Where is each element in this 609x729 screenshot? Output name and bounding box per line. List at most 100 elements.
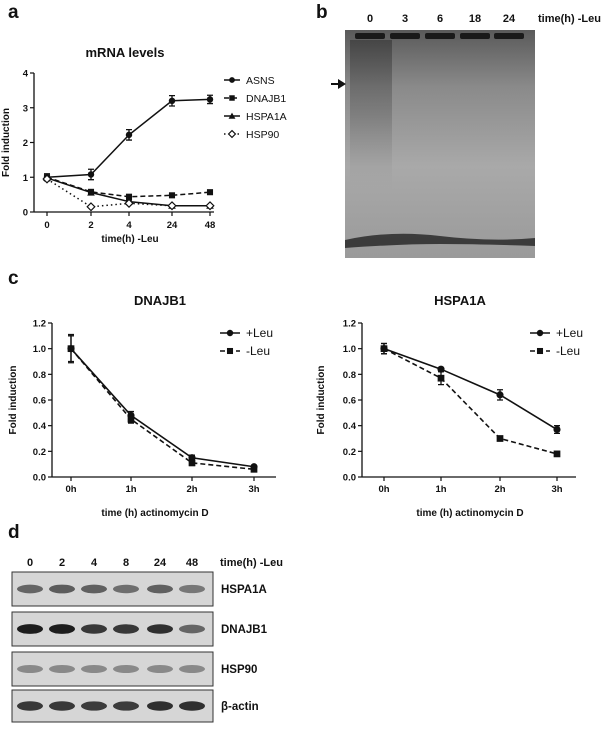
blot-row-label: HSP90 <box>221 664 257 676</box>
gel-well <box>460 33 490 39</box>
blot-band <box>49 664 75 674</box>
series-line <box>70 348 255 468</box>
data-point <box>205 201 215 211</box>
blot-band <box>179 584 205 594</box>
x-tick-label: 48 <box>205 220 216 231</box>
data-point <box>42 174 52 184</box>
gel-bottom-band <box>345 233 535 248</box>
y-axis-label: Fold induction <box>316 366 327 435</box>
blot-band <box>179 624 205 634</box>
blot-band <box>147 584 173 594</box>
blot-band <box>113 664 139 674</box>
data-point <box>553 425 561 434</box>
legend-marker <box>227 129 237 139</box>
x-tick-label: 4 <box>126 220 132 231</box>
gel-lane-label: 6 <box>437 13 443 25</box>
y-tick-label: 0.4 <box>343 421 357 432</box>
blot-band <box>17 664 43 674</box>
x-tick-label: 3h <box>248 484 259 495</box>
legend-label: DNAJB1 <box>246 93 286 105</box>
blot-lane-label: 0 <box>27 557 33 569</box>
legend-marker <box>536 329 544 337</box>
x-tick-label: 2 <box>88 220 93 231</box>
blot-lane-label: 2 <box>59 557 65 569</box>
x-tick-label: 24 <box>167 220 178 231</box>
data-point <box>67 345 75 353</box>
gel-well <box>425 33 455 39</box>
data-point <box>437 374 445 382</box>
data-point <box>87 171 95 178</box>
blot-row-0: HSPA1A <box>11 571 267 607</box>
legend-entry: +Leu <box>530 326 583 340</box>
blot-band <box>81 664 107 674</box>
blot-row-label: β-actin <box>221 701 259 713</box>
series-line <box>383 347 558 455</box>
blot-lane-label: 48 <box>186 557 198 569</box>
gel-lane-label: 24 <box>503 13 516 25</box>
y-tick-label: 1.0 <box>343 344 356 355</box>
y-tick-label: 1 <box>23 173 29 184</box>
x-axis-label: time (h) actinomycin D <box>416 508 523 519</box>
blot-row-label: DNAJB1 <box>221 624 268 636</box>
y-axis-label: Fold induction <box>8 366 19 435</box>
blot-row-label: HSPA1A <box>221 584 267 596</box>
gel-smear-lane-0 <box>350 40 392 190</box>
series-hsp90 <box>42 174 215 212</box>
data-point <box>496 435 504 442</box>
x-axis-label: time(h) -Leu <box>101 234 158 245</box>
blot-band <box>179 664 205 674</box>
y-tick-label: 2 <box>23 138 28 149</box>
data-point <box>125 131 133 139</box>
legend-marker <box>229 95 235 101</box>
chart-title: DNAJB1 <box>134 293 186 308</box>
legend-label: ASNS <box>246 75 275 87</box>
blot-row-1: DNAJB1 <box>11 611 268 647</box>
gel-time-label: time(h) -Leu <box>538 13 601 25</box>
chart-title: HSPA1A <box>434 293 486 308</box>
series-line <box>383 347 558 431</box>
blot-band <box>81 701 107 711</box>
x-tick-label: 0 <box>44 220 49 231</box>
legend-label: HSPA1A <box>246 111 287 123</box>
y-tick-label: 0.8 <box>343 370 356 381</box>
data-point <box>206 189 214 196</box>
data-point <box>86 202 96 212</box>
y-tick-label: 0.2 <box>343 447 356 458</box>
data-point <box>127 415 135 423</box>
series-asns <box>43 94 214 182</box>
legend-label: +Leu <box>556 326 583 340</box>
series--leu <box>67 333 258 473</box>
blot-row-3: β-actin <box>11 689 259 723</box>
blot-lane-label: 24 <box>154 557 167 569</box>
y-tick-label: 3 <box>23 103 28 114</box>
blot-band <box>17 701 43 711</box>
legend-marker <box>226 347 234 355</box>
gel-well <box>355 33 385 39</box>
blot-row-2: HSP90 <box>11 651 257 687</box>
legend-entry: -Leu <box>530 344 580 358</box>
data-point <box>188 459 196 467</box>
data-point <box>206 96 214 103</box>
y-tick-label: 0.0 <box>343 473 356 484</box>
y-axis-label: Fold induction <box>1 108 12 177</box>
x-tick-label: 2h <box>494 484 505 495</box>
series-line <box>70 348 255 471</box>
legend-label: HSP90 <box>246 129 279 141</box>
y-tick-label: 1.0 <box>33 344 46 355</box>
blot-band <box>81 584 107 594</box>
y-tick-label: 0.0 <box>33 473 46 484</box>
y-tick-label: 0 <box>23 208 28 219</box>
x-tick-label: 0h <box>378 484 389 495</box>
blot-band <box>49 701 75 711</box>
gel-lane-label: 0 <box>367 13 373 25</box>
blot-band <box>147 664 173 674</box>
y-tick-label: 0.4 <box>33 421 47 432</box>
x-axis-label: time (h) actinomycin D <box>101 508 208 519</box>
blot-band <box>113 701 139 711</box>
data-point <box>250 465 258 473</box>
data-point <box>125 193 133 200</box>
blot-band <box>81 624 107 634</box>
legend-marker <box>226 329 234 337</box>
